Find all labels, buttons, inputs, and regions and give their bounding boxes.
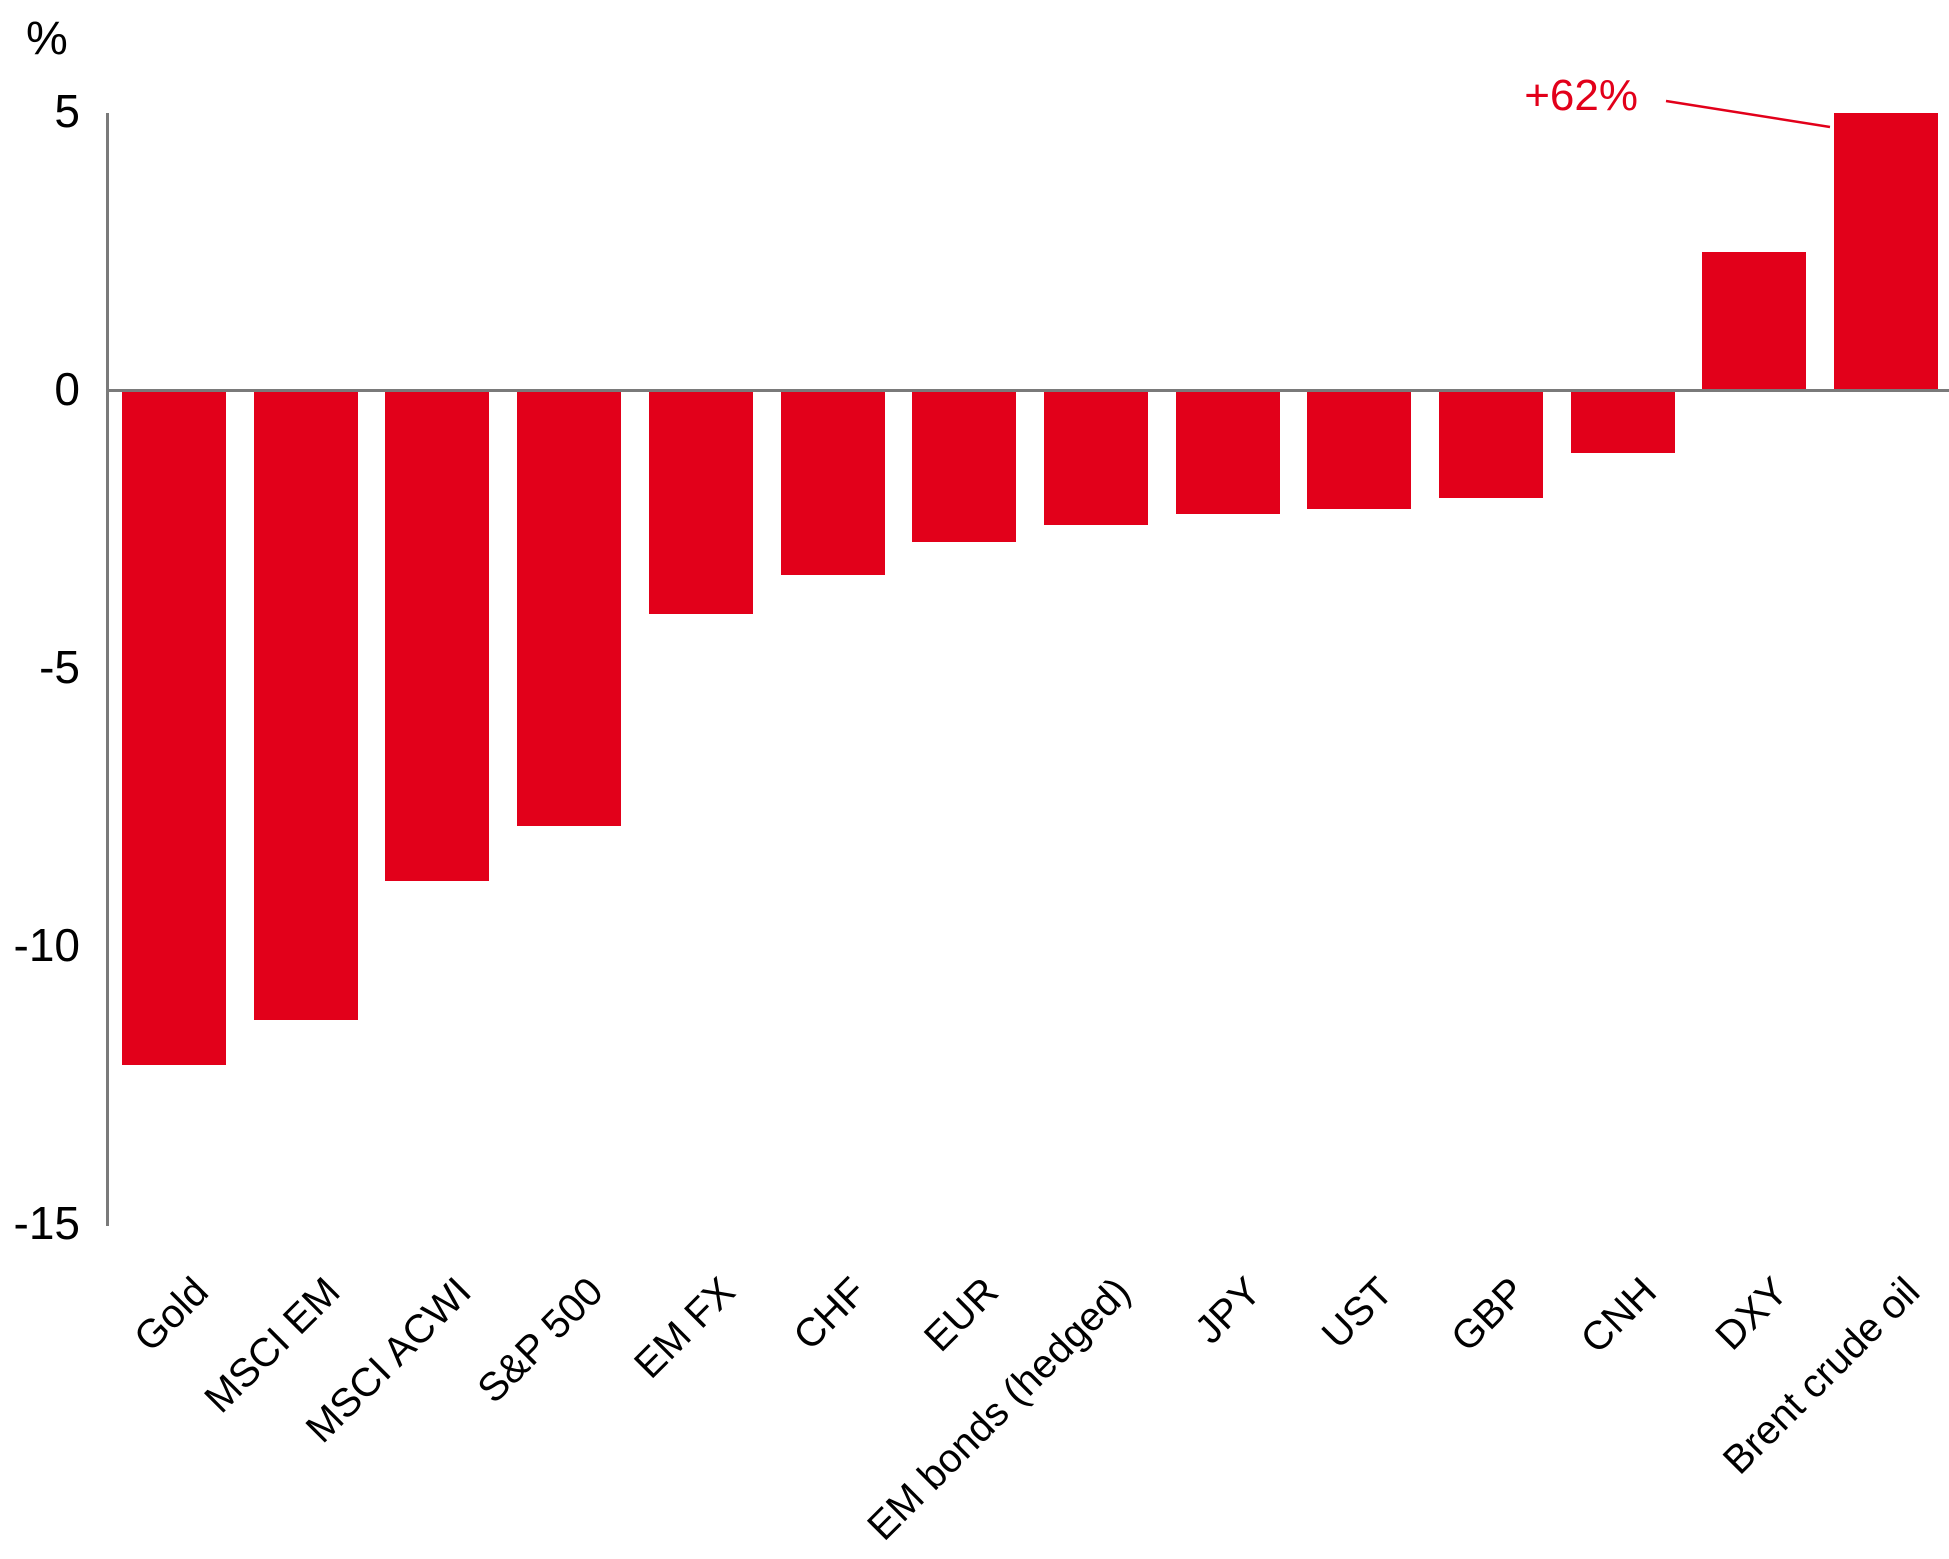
bar-ust bbox=[1307, 392, 1412, 509]
bar-gold bbox=[122, 392, 226, 1065]
bar-eur bbox=[912, 392, 1017, 543]
y-tick-label--10: -10 bbox=[13, 919, 80, 972]
y-tick-label-0: 0 bbox=[54, 363, 80, 416]
y-axis-line bbox=[106, 113, 109, 1226]
x-tick-label-s-p-500: S&P 500 bbox=[469, 1269, 612, 1412]
bar-cnh bbox=[1570, 392, 1675, 454]
annotation-label: +62% bbox=[1524, 71, 1638, 120]
bar-em-fx bbox=[648, 392, 753, 615]
bar-jpy bbox=[1175, 392, 1280, 515]
bar-msci-acwi bbox=[385, 392, 490, 882]
x-tick-label-gold: Gold bbox=[125, 1269, 217, 1361]
bar-dxy bbox=[1702, 252, 1807, 391]
x-tick-label-gbp: GBP bbox=[1442, 1269, 1534, 1361]
x-tick-label-eur: EUR bbox=[915, 1269, 1007, 1361]
x-tick-label-em-bonds-hedged: EM bonds (hedged) bbox=[858, 1269, 1139, 1549]
bar-gbp bbox=[1439, 392, 1543, 498]
x-tick-label-cnh: CNH bbox=[1572, 1269, 1666, 1362]
y-tick-label-5: 5 bbox=[54, 85, 80, 138]
x-tick-label-chf: CHF bbox=[785, 1269, 875, 1359]
y-tick-label--5: -5 bbox=[39, 641, 80, 694]
zero-baseline bbox=[106, 389, 1949, 392]
y-tick-label--15: -15 bbox=[13, 1197, 80, 1250]
x-tick-label-em-fx: EM FX bbox=[625, 1269, 744, 1387]
x-tick-label-dxy: DXY bbox=[1707, 1269, 1797, 1359]
bar-chf bbox=[780, 392, 885, 576]
x-tick-label-ust: UST bbox=[1314, 1269, 1402, 1357]
bar-em-bonds-hedged bbox=[1043, 392, 1148, 526]
x-tick-label-jpy: JPY bbox=[1187, 1269, 1271, 1353]
bar-msci-em bbox=[253, 392, 358, 1021]
y-axis-title: % bbox=[26, 11, 68, 64]
bar-s-p-500 bbox=[517, 392, 622, 826]
bar-brent-crude-oil bbox=[1834, 113, 1939, 391]
